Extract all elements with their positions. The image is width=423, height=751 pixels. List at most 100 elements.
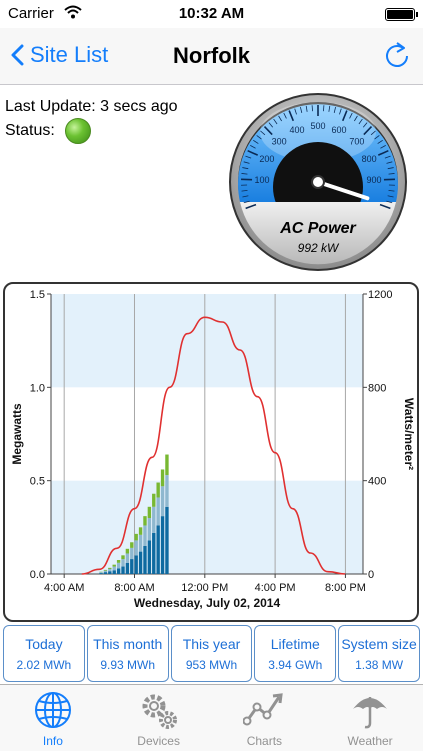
energy-stats: Today 2.02 MWh This month 9.93 MWh This … bbox=[3, 625, 420, 682]
globe-icon bbox=[34, 691, 72, 729]
last-update-text: Last Update: 3 secs ago bbox=[5, 95, 178, 119]
site-info: Last Update: 3 secs ago Status: bbox=[5, 95, 178, 143]
refresh-icon bbox=[383, 40, 411, 70]
stat-system-size[interactable]: System size 1.38 MW bbox=[338, 625, 420, 682]
gauge-tick-label: 900 bbox=[366, 175, 381, 185]
stat-label: System size bbox=[339, 636, 419, 652]
stat-value: 3.94 GWh bbox=[255, 658, 335, 672]
y-right-tick-label: 800 bbox=[368, 382, 386, 394]
bar-segment bbox=[121, 555, 124, 559]
bar-segment bbox=[113, 570, 116, 574]
x-tick-label: 8:00 PM bbox=[325, 582, 366, 594]
y-right-tick-label: 0 bbox=[368, 569, 374, 581]
bar-segment bbox=[113, 565, 116, 567]
bar-segment bbox=[104, 570, 107, 571]
gauge-tick-label: 200 bbox=[259, 154, 274, 164]
bar-segment bbox=[130, 542, 133, 548]
stat-this-year[interactable]: This year 953 MWh bbox=[171, 625, 253, 682]
bar-segment bbox=[121, 567, 124, 574]
y-tick-label: 1.0 bbox=[30, 382, 45, 394]
stat-label: Today bbox=[4, 636, 84, 652]
bar-segment bbox=[117, 568, 120, 574]
bar-segment bbox=[143, 516, 146, 525]
stat-today[interactable]: Today 2.02 MWh bbox=[3, 625, 85, 682]
bar-segment bbox=[152, 533, 155, 574]
bar-segment bbox=[161, 469, 164, 486]
bar-segment bbox=[139, 535, 142, 552]
y-tick-label: 0.5 bbox=[30, 476, 45, 488]
status-bar: Carrier 10:32 AM bbox=[0, 0, 423, 28]
x-tick-label: 8:00 AM bbox=[114, 582, 154, 594]
bar-segment bbox=[148, 540, 151, 574]
bar-segment bbox=[130, 559, 133, 574]
bar-segment bbox=[139, 527, 142, 534]
bar-segment bbox=[117, 563, 120, 569]
bar-segment bbox=[152, 494, 155, 507]
x-tick-label: 12:00 PM bbox=[181, 582, 228, 594]
stat-label: This month bbox=[88, 636, 168, 652]
bar-segment bbox=[148, 507, 151, 518]
gauge-tick-label: 300 bbox=[272, 137, 287, 147]
bar-segment bbox=[126, 553, 129, 562]
bar-segment bbox=[139, 552, 142, 574]
bar-segment bbox=[104, 571, 107, 572]
stat-label: Lifetime bbox=[255, 636, 335, 652]
gauge-tick-label: 500 bbox=[310, 121, 325, 131]
umbrella-icon bbox=[350, 691, 390, 731]
y-right-axis-label: Watts/meter² bbox=[402, 398, 416, 470]
gauge-tick-label: 800 bbox=[362, 154, 377, 164]
gears-icon bbox=[139, 691, 179, 731]
bar-segment bbox=[117, 560, 120, 563]
chart-line-icon bbox=[243, 691, 285, 727]
navigation-bar: Site List Norfolk bbox=[0, 28, 423, 85]
bar-segment bbox=[134, 555, 137, 574]
bar-segment bbox=[156, 483, 159, 498]
tab-weather[interactable]: Weather bbox=[317, 685, 423, 751]
stat-value: 1.38 MW bbox=[339, 658, 419, 672]
bar-segment bbox=[126, 563, 129, 574]
stat-value: 2.02 MWh bbox=[4, 658, 84, 672]
y-right-tick-label: 400 bbox=[368, 476, 386, 488]
x-tick-label: 4:00 AM bbox=[44, 582, 84, 594]
x-axis-label: Wednesday, July 02, 2014 bbox=[134, 596, 281, 610]
bar-segment bbox=[156, 497, 159, 525]
bar-segment bbox=[161, 516, 164, 574]
bar-segment bbox=[134, 540, 137, 555]
bar-segment bbox=[165, 507, 168, 574]
tab-info[interactable]: Info bbox=[0, 685, 106, 751]
x-tick-label: 4:00 PM bbox=[255, 582, 296, 594]
bar-segment bbox=[152, 507, 155, 533]
clock: 10:32 AM bbox=[0, 5, 423, 22]
bar-segment bbox=[165, 455, 168, 476]
stat-label: This year bbox=[172, 636, 252, 652]
tab-devices[interactable]: Devices bbox=[106, 685, 212, 751]
y-axis-label: Megawatts bbox=[10, 403, 24, 465]
bar-segment bbox=[104, 572, 107, 574]
bar-segment bbox=[99, 573, 102, 574]
bar-segment bbox=[121, 559, 124, 566]
bar-segment bbox=[143, 525, 146, 546]
tab-charts[interactable]: Charts bbox=[212, 685, 318, 751]
chart-band bbox=[51, 481, 363, 574]
battery-icon bbox=[385, 8, 415, 21]
tab-bar: Info Devices Charts Weather bbox=[0, 684, 423, 751]
stat-value: 9.93 MWh bbox=[88, 658, 168, 672]
stat-lifetime[interactable]: Lifetime 3.94 GWh bbox=[254, 625, 336, 682]
bar-segment bbox=[148, 518, 151, 540]
y-tick-label: 0.0 bbox=[30, 569, 45, 581]
bar-segment bbox=[134, 534, 137, 541]
status-label: Status: bbox=[5, 122, 55, 140]
bar-segment bbox=[130, 548, 133, 559]
gauge-tick-label: 700 bbox=[349, 137, 364, 147]
refresh-button[interactable] bbox=[383, 40, 411, 75]
tab-label: Devices bbox=[106, 734, 212, 748]
bar-segment bbox=[108, 568, 111, 569]
chart-band bbox=[51, 294, 363, 387]
tab-label: Weather bbox=[317, 734, 423, 748]
stat-this-month[interactable]: This month 9.93 MWh bbox=[87, 625, 169, 682]
bar-segment bbox=[143, 546, 146, 574]
gauge-title: AC Power bbox=[279, 220, 356, 237]
bar-segment bbox=[165, 475, 168, 507]
